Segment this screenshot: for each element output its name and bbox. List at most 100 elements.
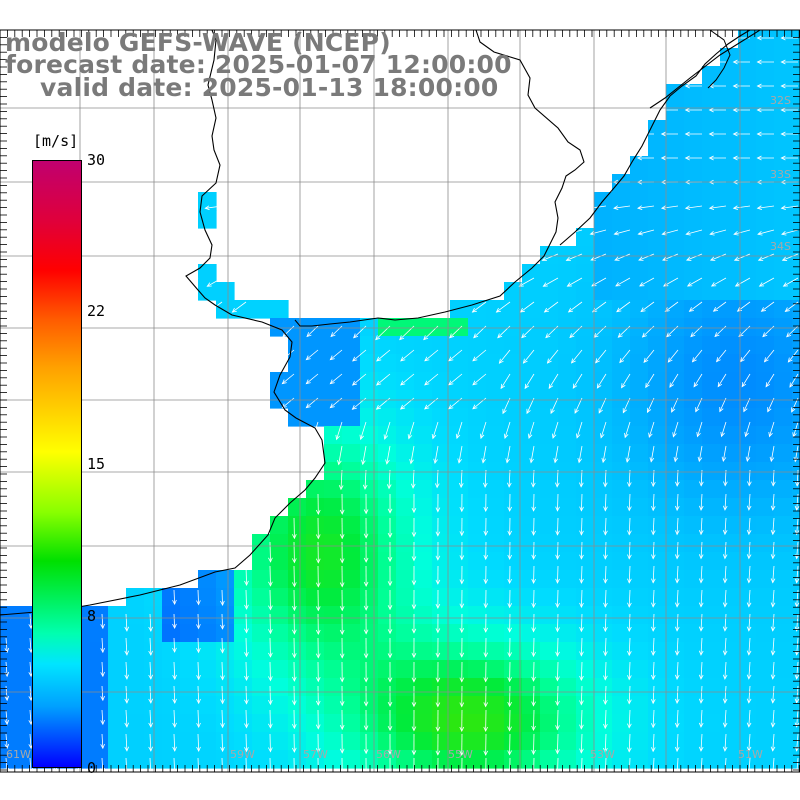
wind-arrow bbox=[700, 517, 703, 535]
wind-arrow bbox=[772, 637, 775, 655]
wind-cell bbox=[666, 120, 685, 139]
wind-cell bbox=[0, 750, 19, 769]
wind-cell bbox=[396, 642, 415, 661]
wind-cell bbox=[378, 732, 397, 751]
wind-cell bbox=[234, 696, 253, 715]
wind-arrow bbox=[590, 253, 607, 261]
wind-arrow-head bbox=[746, 505, 752, 511]
wind-arrow-head bbox=[281, 403, 287, 409]
wind-arrow-head bbox=[603, 675, 608, 681]
wind-cell bbox=[594, 444, 613, 463]
wind-arrow-head bbox=[4, 719, 10, 726]
wind-cell bbox=[666, 534, 685, 553]
wind-cell bbox=[216, 678, 235, 697]
wind-cell bbox=[738, 552, 757, 571]
wind-cell bbox=[18, 624, 37, 643]
wind-cell bbox=[396, 750, 415, 769]
wind-cell bbox=[288, 696, 307, 715]
wind-arrow-head bbox=[732, 59, 738, 65]
wind-arrow-head bbox=[651, 530, 656, 536]
wind-cell bbox=[414, 462, 433, 481]
wind-cell bbox=[594, 408, 613, 427]
wind-cell bbox=[324, 354, 343, 373]
wind-cell bbox=[558, 264, 577, 283]
wind-cell bbox=[702, 660, 721, 679]
wind-cell bbox=[720, 516, 739, 535]
wind-arrow-head bbox=[794, 530, 800, 536]
wind-arrow-head bbox=[363, 725, 369, 731]
wind-cell bbox=[576, 570, 595, 589]
wind-arrow bbox=[796, 565, 799, 583]
wind-arrow bbox=[197, 733, 200, 752]
wind-cell bbox=[738, 282, 757, 301]
wind-arrow bbox=[557, 589, 559, 608]
wind-arrow-head bbox=[770, 578, 776, 584]
wind-arrow-head bbox=[305, 403, 311, 409]
wind-arrow-head bbox=[601, 457, 607, 464]
wind-cell bbox=[378, 606, 397, 625]
wind-cell bbox=[720, 552, 739, 571]
wind-arrow-head bbox=[375, 335, 381, 341]
wind-cell bbox=[540, 606, 559, 625]
wind-arrow bbox=[386, 445, 391, 464]
wind-cell bbox=[0, 624, 19, 643]
wind-arrow bbox=[689, 301, 703, 312]
wind-arrow bbox=[697, 421, 703, 437]
wind-cell bbox=[108, 750, 127, 769]
wind-cell bbox=[180, 660, 199, 679]
wind-arrow bbox=[221, 613, 223, 629]
wind-cell bbox=[738, 174, 757, 193]
wind-cell bbox=[306, 732, 325, 751]
wind-cell bbox=[324, 696, 343, 715]
wind-cell bbox=[252, 750, 271, 769]
wind-cell bbox=[666, 516, 685, 535]
wind-arrow-head bbox=[795, 481, 800, 487]
wind-arrow-head bbox=[148, 626, 153, 632]
wind-arrow bbox=[772, 589, 775, 607]
wind-arrow bbox=[769, 421, 775, 437]
wind-cell bbox=[612, 210, 631, 229]
wind-arrow bbox=[710, 229, 727, 235]
wind-cell bbox=[288, 660, 307, 679]
wind-cell bbox=[558, 516, 577, 535]
wind-cell bbox=[576, 714, 595, 733]
wind-cell bbox=[486, 390, 505, 409]
wind-arrow-head bbox=[603, 554, 608, 560]
wind-arrow-head bbox=[292, 558, 297, 564]
wind-cell bbox=[432, 426, 451, 445]
wind-cell bbox=[702, 156, 721, 175]
wind-cell bbox=[756, 624, 775, 643]
wind-arrow-head bbox=[435, 628, 441, 634]
wind-arrow-head bbox=[337, 460, 342, 466]
wind-arrow-head bbox=[627, 747, 632, 753]
wind-arrow-head bbox=[339, 509, 345, 515]
wind-arrow bbox=[604, 517, 607, 535]
wind-arrow bbox=[125, 661, 128, 679]
wind-cell bbox=[342, 516, 361, 535]
wind-arrow bbox=[542, 253, 559, 261]
wind-cell bbox=[756, 66, 775, 85]
wind-cell bbox=[342, 336, 361, 355]
wind-cell bbox=[324, 570, 343, 589]
wind-arrow bbox=[197, 613, 199, 629]
wind-arrow-head bbox=[507, 482, 512, 488]
wind-arrow-head bbox=[708, 155, 714, 161]
wind-cell bbox=[792, 462, 800, 481]
wind-cell bbox=[558, 246, 577, 265]
wind-cell bbox=[576, 282, 595, 301]
wind-arrow-head bbox=[645, 382, 650, 389]
wind-cell bbox=[702, 462, 721, 481]
wind-arrow-head bbox=[722, 698, 728, 704]
wind-cell bbox=[756, 732, 775, 751]
wind-cell bbox=[198, 606, 217, 625]
wind-arrow bbox=[764, 349, 775, 362]
wind-arrow bbox=[602, 445, 607, 463]
wind-arrow-head bbox=[459, 774, 465, 780]
wind-arrow-head bbox=[696, 432, 701, 438]
wind-cell bbox=[558, 714, 577, 733]
wind-arrow-head bbox=[579, 651, 584, 657]
wind-cell bbox=[756, 246, 775, 265]
wind-arrow-head bbox=[375, 404, 382, 410]
map-grid bbox=[0, 29, 800, 772]
wind-cell bbox=[414, 678, 433, 697]
